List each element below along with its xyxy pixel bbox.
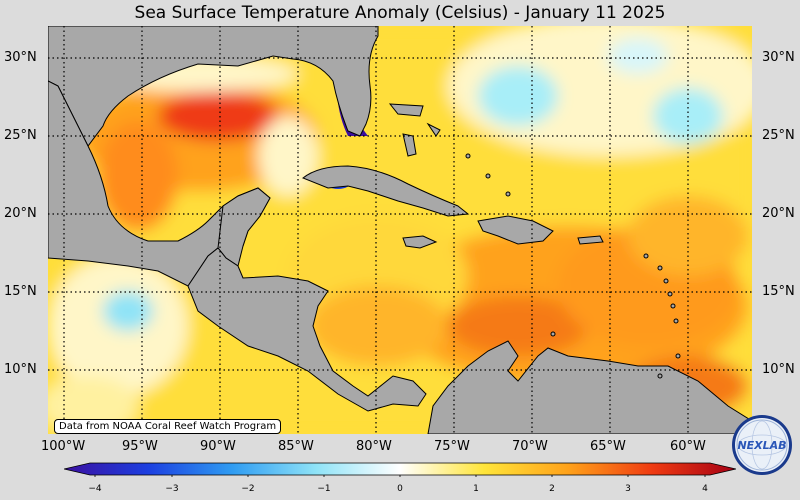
- colorbar-tick-1: 1: [473, 484, 479, 494]
- small-islands: [465, 153, 681, 379]
- lat-label-left-15: 15°N: [4, 284, 37, 299]
- colorbar-tick-minus3: −3: [165, 484, 179, 494]
- lat-label-right-10: 10°N: [762, 362, 795, 377]
- lon-label-90w: 90°W: [200, 439, 236, 454]
- lat-label-left-10: 10°N: [4, 362, 37, 377]
- graticule: [48, 26, 752, 434]
- data-credit-label: Data from NOAA Coral Reef Watch Program: [54, 419, 282, 434]
- lat-label-right-15: 15°N: [762, 284, 795, 299]
- lon-label-65w: 65°W: [590, 439, 626, 454]
- lon-label-75w: 75°W: [434, 439, 470, 454]
- map-panel: [48, 26, 752, 434]
- lat-label-right-30: 30°N: [762, 50, 795, 65]
- lon-label-100w: 100°W: [41, 439, 86, 454]
- lat-label-right-20: 20°N: [762, 206, 795, 221]
- sst-anomaly-field: [48, 26, 752, 434]
- logo-text: NEXLAB: [737, 439, 786, 452]
- colorbar-gradient: [64, 462, 736, 476]
- colorbar-tick-0: 0: [397, 484, 403, 494]
- colorbar: [64, 462, 736, 477]
- lon-label-80w: 80°W: [356, 439, 392, 454]
- lat-label-right-25: 25°N: [762, 128, 795, 143]
- lon-label-60w: 60°W: [670, 439, 706, 454]
- colorbar-tick-3: 3: [625, 484, 631, 494]
- lat-label-left-20: 20°N: [4, 206, 37, 221]
- lat-label-left-25: 25°N: [4, 128, 37, 143]
- colorbar-tick-minus1: −1: [317, 484, 331, 494]
- colorbar-tick-minus2: −2: [241, 484, 255, 494]
- colorbar-ticks: [94, 475, 706, 477]
- colorbar-tick-4: 4: [702, 484, 708, 494]
- nexlab-logo: NEXLAB: [732, 415, 792, 475]
- map-title: Sea Surface Temperature Anomaly (Celsius…: [134, 3, 666, 23]
- lon-label-95w: 95°W: [122, 439, 158, 454]
- colorbar-tick-2: 2: [549, 484, 555, 494]
- lon-label-85w: 85°W: [278, 439, 314, 454]
- lon-label-70w: 70°W: [512, 439, 548, 454]
- lat-label-left-30: 30°N: [4, 50, 37, 65]
- land: [48, 26, 752, 434]
- map-svg: [48, 26, 752, 434]
- colorbar-tick-minus4: −4: [88, 484, 102, 494]
